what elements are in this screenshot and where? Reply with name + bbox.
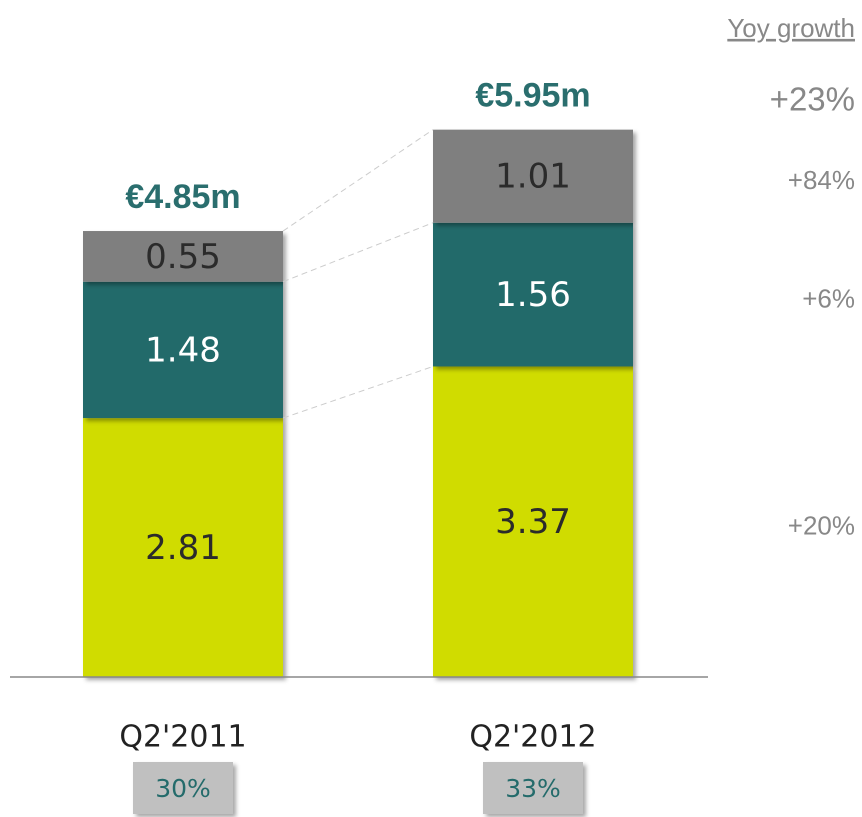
share-box: [483, 762, 583, 814]
growth-label: +20%: [788, 511, 855, 541]
share-label: 30%: [155, 774, 211, 803]
total-growth-label: +23%: [770, 80, 855, 117]
growth-label: +84%: [788, 165, 855, 195]
growth-label: +6%: [802, 283, 855, 313]
data-label: 1.48: [145, 330, 221, 370]
data-label: 0.55: [145, 237, 221, 277]
growth-title: Yoy growth: [727, 13, 855, 43]
bar-segment: [433, 129, 633, 223]
data-label: 3.37: [495, 502, 571, 542]
bar-segment: [433, 222, 633, 367]
total-label: €5.95m: [475, 77, 590, 115]
connector: [282, 129, 434, 232]
data-label: 2.81: [145, 528, 221, 568]
share-label: 33%: [505, 774, 561, 803]
bar-segment: [83, 418, 283, 677]
connector: [282, 222, 434, 283]
bar-segment: [83, 231, 283, 282]
data-label: 1.56: [495, 275, 571, 315]
share-box: [133, 762, 233, 814]
total-label: €4.85m: [125, 178, 240, 216]
x-tick-label: Q2'2011: [119, 720, 246, 755]
bar-segment: [83, 281, 283, 419]
bar-segment: [433, 366, 633, 677]
x-tick-label: Q2'2012: [469, 720, 596, 755]
data-label: 1.01: [495, 157, 571, 197]
connector: [282, 366, 434, 419]
